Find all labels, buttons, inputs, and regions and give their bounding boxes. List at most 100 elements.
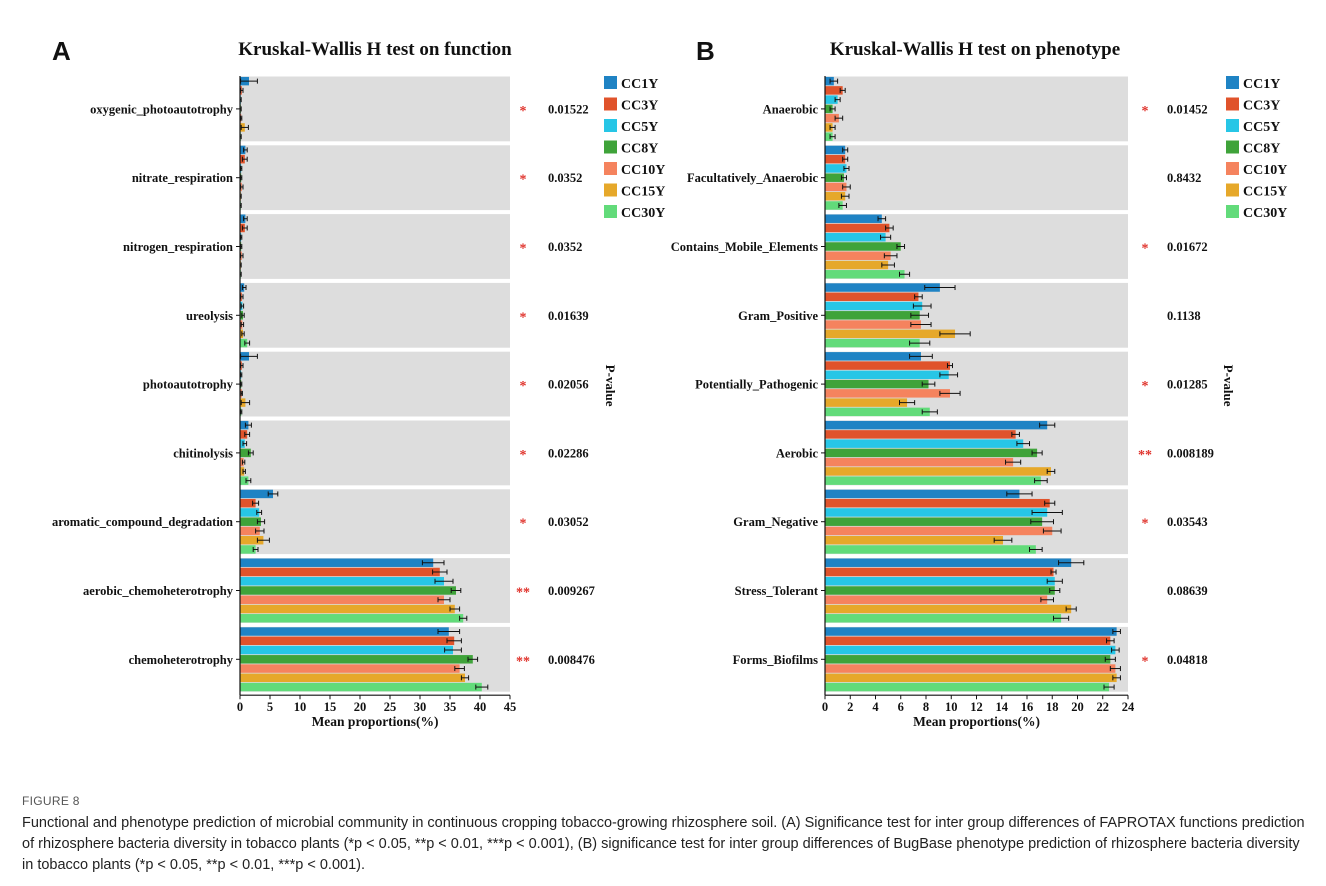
bar [240,526,260,536]
p-value: 0.01639 [548,309,589,323]
category-label: Aerobic [776,446,819,460]
p-value: 0.03052 [548,515,589,529]
p-value: 0.04818 [1167,653,1208,667]
significance-marker: * [520,242,527,257]
category-band [825,145,1128,211]
significance-marker: ** [516,586,530,601]
legend-label: CC30Y [1243,206,1287,221]
category-band [240,76,510,142]
bar [240,577,444,586]
bar [825,191,846,201]
chart-phenotype: Kruskal-Wallis H test on phenotype Anaero… [671,39,1288,729]
bar [825,439,1024,448]
significance-marker: * [520,104,527,119]
p-value-axis-label: P-value [1221,365,1236,407]
legend-swatch [604,119,617,132]
category-band [240,145,510,211]
bar [825,242,901,251]
bar [825,498,1050,508]
category-label: ureolysis [186,309,233,323]
x-tick-label: 20 [354,700,367,714]
bar [825,430,1016,439]
bar [240,645,453,655]
x-tick-label: 15 [324,700,337,714]
p-value: 0.1138 [1167,309,1201,323]
bar [825,104,833,114]
bar [825,123,833,132]
chart-title: Kruskal-Wallis H test on phenotype [830,39,1120,60]
significance-marker: ** [1138,448,1152,463]
p-value: 0.0352 [548,171,582,185]
bar [825,76,834,86]
bar [825,420,1048,430]
significance-marker: * [1142,379,1149,394]
x-tick-label: 5 [267,700,273,714]
category-label: Gram_Positive [738,309,818,323]
bar [240,489,273,499]
bar [825,545,1036,554]
legend-swatch [1226,119,1239,132]
bar [825,645,1116,655]
chart-function: Kruskal-Wallis H test on function oxygeni… [52,39,665,729]
significance-marker: ** [516,654,530,669]
category-band [825,76,1128,142]
bar [240,457,244,467]
bar [240,498,256,508]
bar [825,164,847,173]
p-value: 0.01522 [548,102,589,116]
category-label: Contains_Mobile_Elements [671,240,818,254]
bar [825,132,833,141]
bar [240,535,264,545]
bar [825,398,908,407]
x-tick-label: 0 [237,700,243,714]
caption-text: Functional and phenotype prediction of m… [22,815,1305,873]
p-value: 0.03543 [1167,515,1208,529]
legend-label: CC1Y [1243,77,1280,92]
p-value: 0.01452 [1167,102,1208,116]
category-label: Stress_Tolerant [735,584,819,598]
category-band [240,420,510,486]
bar [240,567,440,577]
bar [240,517,261,526]
x-tick-label: 22 [1097,700,1110,714]
bar [240,430,248,439]
legend-label: CC10Y [621,163,665,178]
bar [825,558,1072,567]
x-tick-label: 10 [945,700,958,714]
bar [240,476,249,485]
bar [240,627,449,636]
category-label: aromatic_compound_degradation [52,515,233,529]
bar [825,535,1004,545]
category-label: chitinolysis [173,446,233,460]
bar [825,370,949,380]
bar [825,604,1072,614]
x-tick-label: 16 [1021,700,1034,714]
legend-swatch [604,76,617,89]
x-axis-label: Mean proportions(%) [913,714,1040,729]
bar [825,457,1014,467]
bar [240,467,245,476]
category-label: aerobic_chemoheterotrophy [83,584,234,598]
bar [825,201,843,210]
bar [825,517,1043,526]
chart-title: Kruskal-Wallis H test on function [238,39,512,60]
bar [825,664,1116,673]
p-value: 0.08639 [1167,584,1208,598]
p-value-axis-label: P-value [603,365,618,407]
bar [825,361,950,370]
x-tick-label: 2 [847,700,853,714]
legend-swatch [1226,162,1239,175]
bar [825,113,839,123]
bar [240,655,473,664]
bar [240,682,482,692]
bar [825,526,1053,536]
legend-label: CC1Y [621,77,658,92]
legend-label: CC5Y [621,120,658,135]
bar [240,595,444,604]
bar [240,586,456,595]
legend-swatch [1226,205,1239,218]
bar [825,301,923,311]
legend-label: CC8Y [621,142,658,157]
legend-label: CC15Y [1243,185,1287,200]
bar [240,448,251,458]
